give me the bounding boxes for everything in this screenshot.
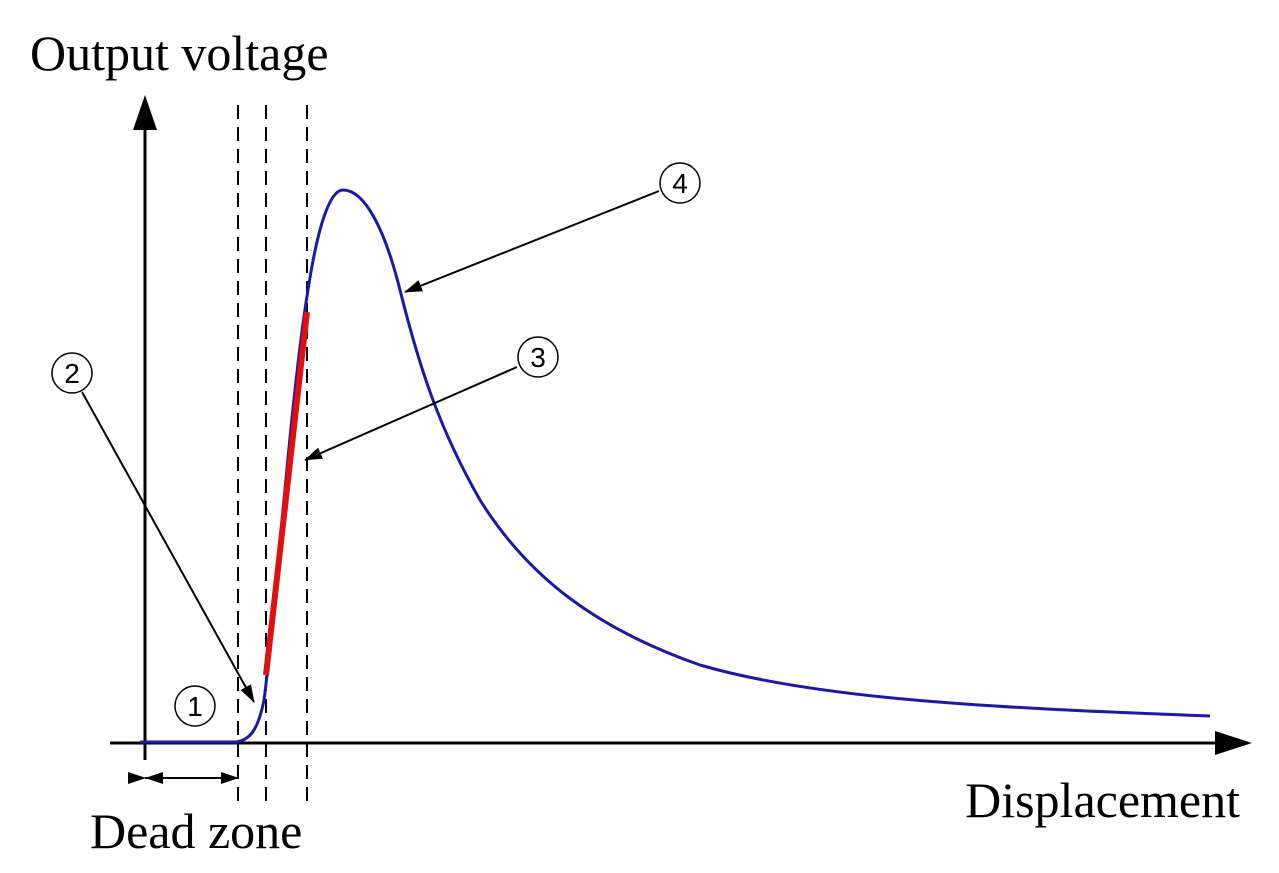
annotation-arrows: [81, 190, 660, 784]
dead-zone-arrowhead: [145, 772, 163, 784]
y-axis-label: Output voltage: [30, 25, 329, 81]
marker-label: 1: [187, 691, 203, 722]
y-arrowhead: [133, 95, 157, 130]
marker-circles: [51, 162, 701, 727]
x-axis-label: Displacement: [965, 772, 1240, 828]
linear-segment: [263, 311, 310, 676]
x-arrowhead: [1215, 731, 1252, 755]
zone-lines: [237, 105, 308, 805]
dead-zone-label: Dead zone: [90, 803, 302, 859]
marker-label: 4: [672, 168, 688, 199]
output-curve: [140, 188, 1211, 744]
marker-label: 2: [64, 358, 80, 389]
marker-label: 3: [530, 342, 546, 373]
